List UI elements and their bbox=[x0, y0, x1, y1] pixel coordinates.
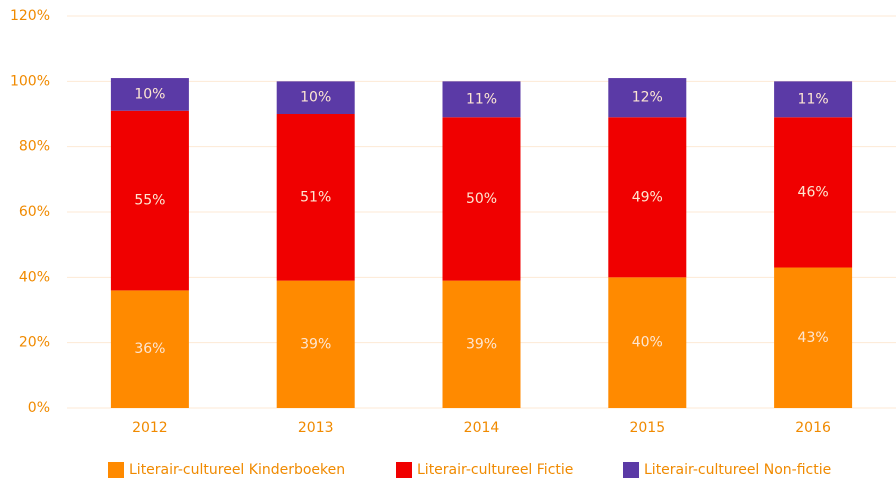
bar-segment bbox=[276, 114, 355, 281]
value-label: 46% bbox=[798, 184, 829, 200]
value-label: 50% bbox=[466, 191, 497, 207]
y-tick-label: 20% bbox=[19, 335, 50, 351]
value-label: 40% bbox=[632, 335, 663, 351]
bar-segment bbox=[442, 280, 521, 408]
value-label: 51% bbox=[300, 189, 331, 205]
value-label: 36% bbox=[134, 341, 165, 357]
x-tick-label: 2016 bbox=[795, 420, 831, 436]
bar-segment bbox=[276, 81, 355, 114]
value-label: 12% bbox=[632, 90, 663, 106]
legend-swatch bbox=[396, 462, 412, 478]
legend-label: Literair-cultureel Fictie bbox=[417, 462, 573, 478]
bar-segment bbox=[774, 81, 853, 118]
bar-segment bbox=[608, 117, 687, 278]
bar-segment bbox=[110, 78, 189, 111]
value-label: 39% bbox=[300, 336, 331, 352]
value-label: 49% bbox=[632, 189, 663, 205]
x-tick-label: 2014 bbox=[464, 420, 500, 436]
bar-segment bbox=[774, 117, 853, 268]
y-tick-label: 40% bbox=[19, 269, 50, 285]
legend-label: Literair-cultureel Non-fictie bbox=[644, 462, 831, 478]
bar-segment bbox=[110, 290, 189, 408]
bar-segment bbox=[774, 267, 853, 408]
value-label: 55% bbox=[134, 193, 165, 209]
value-label: 11% bbox=[466, 91, 497, 107]
bar-segment bbox=[442, 117, 521, 281]
bar-segment bbox=[608, 277, 687, 408]
bar-segment bbox=[442, 81, 521, 118]
value-label: 11% bbox=[798, 91, 829, 107]
x-tick-label: 2015 bbox=[629, 420, 665, 436]
bar-segment bbox=[608, 78, 687, 118]
value-label: 39% bbox=[466, 336, 497, 352]
value-label: 10% bbox=[300, 90, 331, 106]
legend-label: Literair-cultureel Kinderboeken bbox=[129, 462, 345, 478]
y-tick-label: 100% bbox=[10, 73, 50, 89]
legend-swatch bbox=[623, 462, 639, 478]
bar-segment bbox=[110, 110, 189, 291]
y-tick-label: 0% bbox=[28, 400, 50, 416]
value-label: 10% bbox=[134, 86, 165, 102]
bar-segment bbox=[276, 280, 355, 408]
x-tick-label: 2013 bbox=[298, 420, 334, 436]
x-tick-label: 2012 bbox=[132, 420, 168, 436]
value-label: 43% bbox=[798, 330, 829, 346]
y-tick-label: 80% bbox=[19, 139, 50, 155]
y-tick-label: 60% bbox=[19, 204, 50, 220]
legend-swatch bbox=[108, 462, 124, 478]
y-tick-label: 120% bbox=[10, 8, 50, 24]
